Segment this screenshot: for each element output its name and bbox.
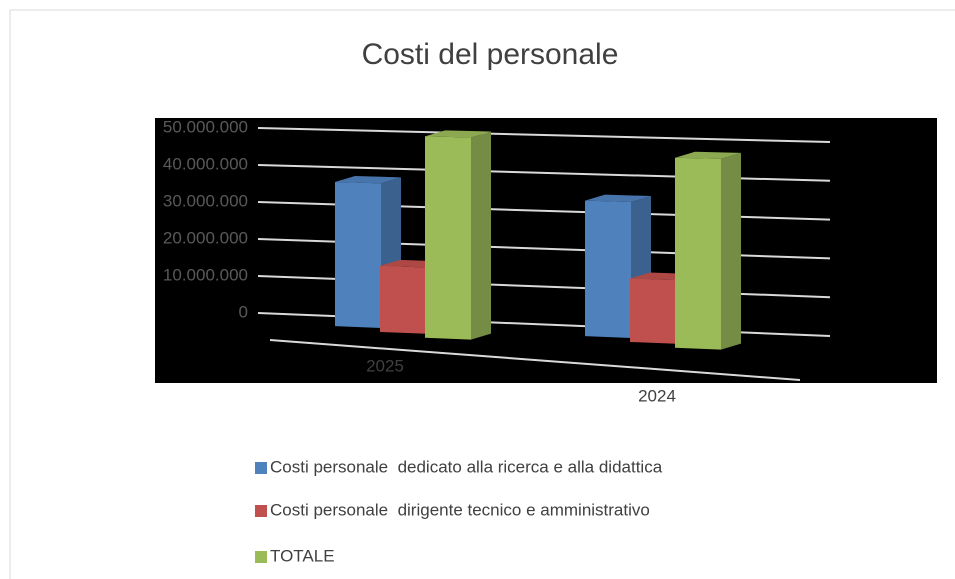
bar: [630, 278, 676, 344]
y-tick-label: 10.000.000: [163, 265, 248, 284]
y-tick-label: 0: [239, 302, 248, 321]
grid-line: [257, 127, 831, 143]
floor-edge: [269, 339, 801, 381]
chart-title: Costi del personale: [362, 38, 619, 71]
bar-top: [675, 151, 741, 159]
legend-swatch: [255, 551, 267, 563]
legend-label: TOTALE: [270, 546, 335, 565]
legend-label: Costi personale dedicato alla ricerca e …: [270, 457, 663, 476]
y-tick-label: 30.000.000: [163, 191, 248, 210]
plot-area: [155, 118, 937, 383]
y-tick-label: 50.000.000: [163, 117, 248, 136]
x-tick-label: 2024: [638, 386, 676, 405]
bar-side: [471, 131, 491, 340]
bar-top: [585, 194, 651, 203]
bar-side: [721, 152, 741, 350]
bar: [425, 136, 471, 340]
legend-swatch: [255, 505, 267, 517]
bar: [335, 182, 381, 328]
y-tick-label: 20.000.000: [163, 228, 248, 247]
bar: [585, 200, 631, 338]
y-tick-label: 40.000.000: [163, 154, 248, 173]
x-tick-label: 2025: [366, 356, 404, 375]
legend-label: Costi personale dirigente tecnico e ammi…: [270, 500, 650, 519]
legend-swatch: [255, 462, 267, 474]
bar: [380, 265, 426, 334]
bar-top: [425, 130, 491, 138]
bar-top: [335, 176, 401, 184]
bar: [675, 157, 721, 350]
